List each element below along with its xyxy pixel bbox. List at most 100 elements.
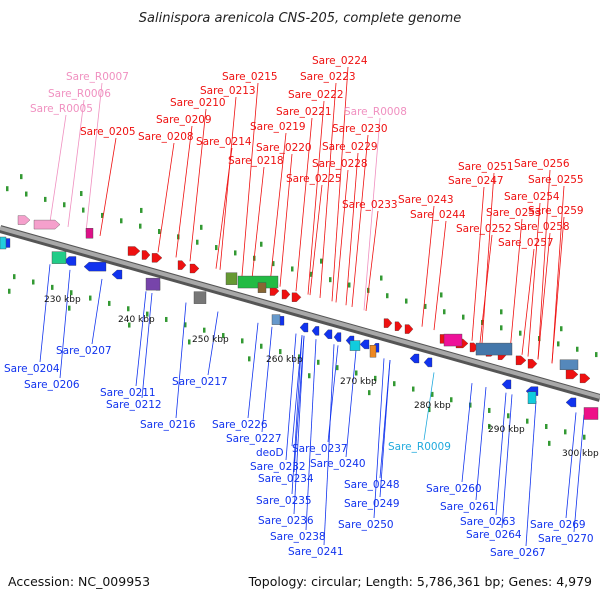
track-tick-mark	[298, 354, 301, 360]
feature-label: Sare_R0005	[30, 103, 93, 115]
track-tick-mark	[374, 375, 377, 381]
feature-label: Sare_0247	[448, 175, 504, 187]
track-tick-mark	[317, 359, 320, 365]
feature-label: Sare_0211	[100, 387, 156, 399]
feature-label: Sare_0253	[486, 207, 542, 219]
leader-line	[319, 82, 337, 298]
track-tick-mark	[200, 224, 203, 230]
label-leader-lines	[39, 66, 585, 547]
feature-label: Sare_0240	[310, 458, 366, 470]
feature-block	[369, 345, 377, 358]
feature-block	[527, 391, 537, 404]
track-tick-mark	[500, 325, 503, 331]
track-tick-mark	[139, 223, 142, 229]
feature-block	[145, 277, 161, 291]
feature-label: Sare_0222	[288, 89, 344, 101]
feature-label: Sare_0221	[276, 106, 332, 118]
leader-line	[479, 234, 493, 344]
forward-gene-arrow	[151, 253, 163, 263]
track-tick-mark	[272, 261, 275, 267]
leader-line	[551, 185, 565, 364]
scale-tick-label: 290 kbp	[488, 425, 525, 435]
leader-line	[345, 152, 359, 306]
track-tick-mark	[203, 327, 206, 333]
leader-line	[421, 205, 435, 327]
forward-gene-arrow	[33, 219, 61, 230]
feature-block	[349, 340, 361, 351]
feature-label: Sare_0209	[156, 114, 212, 126]
leader-line	[471, 186, 485, 341]
reverse-gene-arrow	[111, 269, 123, 280]
reverse-gene-arrow	[423, 357, 433, 368]
feature-label: Sare_0229	[322, 141, 378, 153]
track-tick-mark	[20, 174, 23, 180]
track-tick-mark	[222, 333, 225, 339]
track-tick-mark	[443, 309, 446, 315]
leader-line	[309, 184, 323, 296]
feature-label: Sare_0269	[530, 519, 586, 531]
track-tick-mark	[428, 407, 431, 413]
track-tick-mark	[63, 202, 66, 208]
leader-line	[135, 291, 147, 387]
leader-line	[373, 358, 385, 519]
feature-label: Sare_0216	[140, 419, 196, 431]
feature-label: Sare_0255	[528, 174, 584, 186]
reverse-gene-arrow	[501, 379, 512, 390]
track-tick-mark	[260, 241, 263, 247]
track-tick-mark	[564, 429, 567, 435]
track-tick-mark	[560, 326, 563, 332]
track-tick-mark	[184, 322, 187, 328]
forward-gene-arrow	[281, 289, 291, 300]
leader-line	[565, 412, 577, 519]
leader-line	[59, 269, 71, 379]
forward-gene-arrow	[565, 369, 579, 380]
feature-block	[271, 314, 281, 325]
leader-line	[207, 311, 219, 376]
leader-line	[365, 210, 379, 311]
reverse-gene-arrow	[565, 397, 577, 408]
track-tick-mark	[526, 418, 529, 424]
leader-line	[509, 218, 523, 352]
leader-line	[291, 335, 303, 495]
track-tick-mark	[8, 288, 11, 294]
feature-label: Sare_0256	[514, 158, 570, 170]
track-tick-mark	[279, 349, 282, 355]
reverse-gene-arrow	[311, 326, 320, 336]
feature-label: Sare_0241	[288, 546, 344, 558]
accession-text: Accession: NC_009953	[8, 574, 150, 589]
track-tick-mark	[576, 346, 579, 352]
feature-label: Sare_0213	[200, 85, 256, 97]
feature-label: Sare_0264	[466, 529, 522, 541]
scale-tick-label: 300 kbp	[562, 449, 599, 459]
reverse-gene-arrow	[299, 322, 309, 333]
leader-line	[363, 117, 381, 311]
reverse-gene-arrow	[63, 256, 77, 266]
leader-line	[285, 333, 297, 461]
feature-label: Sare_R0009	[388, 441, 451, 453]
leader-line	[157, 142, 175, 253]
dotted-tick-tracks	[6, 174, 598, 446]
track-tick-mark	[355, 370, 358, 376]
track-tick-mark	[101, 212, 104, 218]
track-tick-mark	[127, 306, 130, 312]
feature-label: Sare_0204	[4, 363, 60, 375]
map-title: Salinispora arenicola CNS-205, complete …	[139, 11, 461, 26]
feature-label: Sare_0208	[138, 131, 194, 143]
feature-label: Sare_0220	[256, 142, 312, 154]
track-tick-mark	[196, 239, 199, 245]
leader-line	[461, 383, 473, 483]
feature-label: Sare_0258	[514, 221, 570, 233]
feature-label: Sare_0238	[270, 531, 326, 543]
track-tick-mark	[380, 275, 383, 281]
forward-gene-arrow	[404, 324, 414, 334]
forward-gene-arrow	[515, 355, 527, 365]
feature-label: Sare_0215	[222, 71, 278, 83]
track-tick-mark	[89, 295, 92, 301]
track-tick-mark	[393, 381, 396, 387]
track-tick-mark	[248, 356, 251, 362]
feature-label: Sare_0224	[312, 55, 368, 67]
feature-label: Sare_0251	[458, 161, 514, 173]
forward-gene-arrow	[141, 250, 151, 260]
feature-block	[443, 333, 463, 347]
